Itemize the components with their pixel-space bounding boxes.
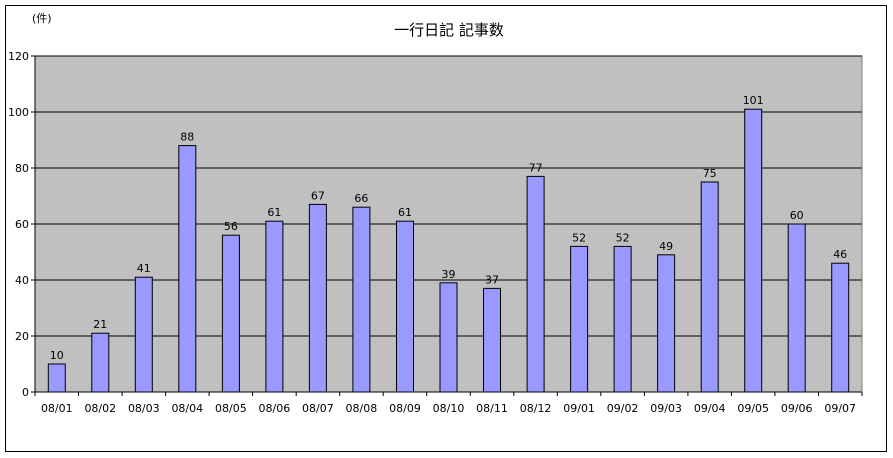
data-label: 56 bbox=[224, 220, 238, 233]
y-axis-unit: (件) bbox=[32, 12, 52, 25]
data-label: 61 bbox=[267, 206, 281, 219]
data-label: 52 bbox=[616, 231, 630, 244]
x-tick-label: 08/02 bbox=[84, 402, 116, 415]
data-label: 49 bbox=[659, 240, 673, 253]
x-tick-label: 09/07 bbox=[824, 402, 856, 415]
bar bbox=[787, 223, 806, 393]
bar bbox=[570, 245, 589, 393]
chart-frame: 一行日記 記事数 (件) 0 20 40 60 80 100 120 10 08/01 21 08/… bbox=[5, 5, 887, 452]
bar bbox=[265, 220, 284, 393]
data-label: 46 bbox=[833, 248, 847, 261]
data-label: 88 bbox=[180, 131, 194, 144]
data-label: 67 bbox=[311, 189, 325, 202]
data-label: 21 bbox=[93, 318, 107, 331]
x-tick-label: 09/01 bbox=[563, 402, 595, 415]
x-tick-label: 08/08 bbox=[346, 402, 378, 415]
x-tick-label: 08/05 bbox=[215, 402, 247, 415]
bar bbox=[744, 108, 763, 393]
x-tick-label: 08/09 bbox=[389, 402, 421, 415]
data-label: 10 bbox=[50, 349, 64, 362]
bar bbox=[657, 254, 676, 393]
bar bbox=[613, 245, 632, 393]
bar bbox=[91, 332, 110, 393]
bar bbox=[47, 363, 66, 393]
bar bbox=[483, 287, 501, 393]
x-tick-label: 09/02 bbox=[607, 402, 639, 415]
x-tick-label: 08/04 bbox=[171, 402, 203, 415]
bar bbox=[178, 145, 197, 393]
x-tick-label: 08/11 bbox=[476, 402, 508, 415]
bar bbox=[439, 282, 458, 393]
x-tick-label: 09/06 bbox=[781, 402, 813, 415]
y-tick-label: 0 bbox=[22, 386, 29, 399]
data-label: 77 bbox=[529, 161, 543, 174]
bar bbox=[700, 181, 719, 393]
x-tick-label: 09/04 bbox=[694, 402, 726, 415]
data-label: 41 bbox=[137, 262, 151, 275]
x-tick-label: 08/03 bbox=[128, 402, 160, 415]
y-tick-label: 60 bbox=[15, 218, 29, 231]
y-tick-label: 20 bbox=[15, 330, 29, 343]
data-label: 61 bbox=[398, 206, 412, 219]
x-tick-label: 08/07 bbox=[302, 402, 334, 415]
data-label: 39 bbox=[442, 268, 456, 281]
data-label: 37 bbox=[485, 273, 499, 286]
y-tick-label: 120 bbox=[8, 50, 29, 63]
data-label: 52 bbox=[572, 231, 586, 244]
chart-title: 一行日記 記事数 bbox=[394, 21, 504, 39]
x-tick-label: 08/01 bbox=[41, 402, 73, 415]
bar bbox=[308, 203, 327, 393]
bar bbox=[352, 206, 371, 393]
bar bbox=[221, 234, 240, 393]
x-tick-label: 08/10 bbox=[433, 402, 465, 415]
bar bbox=[526, 175, 545, 393]
y-tick-label: 80 bbox=[15, 162, 29, 175]
y-tick-label: 40 bbox=[15, 274, 29, 287]
bar bbox=[396, 220, 414, 393]
y-tick-label: 100 bbox=[8, 106, 29, 119]
data-label: 101 bbox=[743, 94, 764, 107]
data-label: 66 bbox=[354, 192, 368, 205]
x-tick-label: 08/12 bbox=[520, 402, 552, 415]
x-tick-label: 09/03 bbox=[650, 402, 682, 415]
bar bbox=[134, 276, 153, 393]
bar-chart: 一行日記 記事数 (件) 0 20 40 60 80 100 120 10 08/01 21 08/… bbox=[8, 12, 863, 415]
data-label: 75 bbox=[703, 167, 717, 180]
bar bbox=[831, 262, 850, 393]
x-tick-label: 09/05 bbox=[737, 402, 769, 415]
data-label: 60 bbox=[790, 209, 804, 222]
x-tick-label: 08/06 bbox=[259, 402, 291, 415]
